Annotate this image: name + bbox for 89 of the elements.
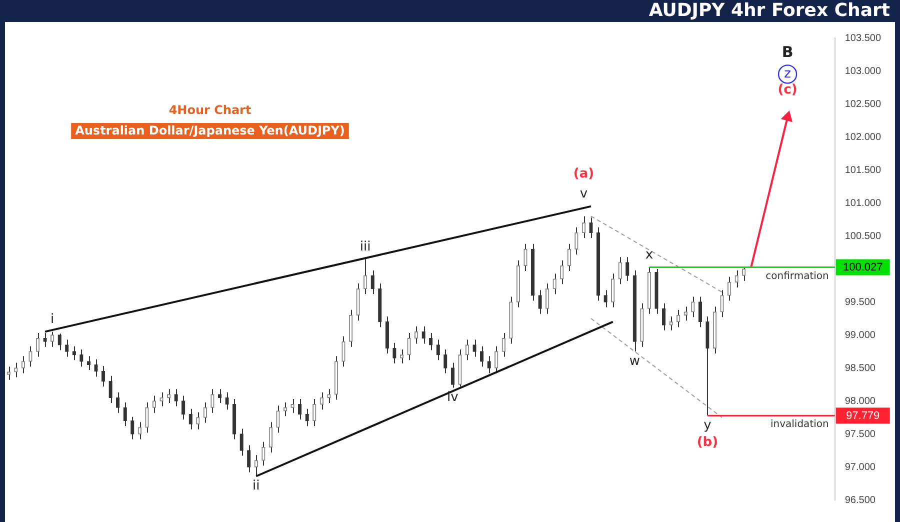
annotation: i bbox=[50, 312, 54, 328]
candlestick bbox=[268, 422, 273, 453]
candlestick bbox=[589, 217, 593, 238]
candlestick bbox=[196, 412, 200, 430]
y-tick-label: 101.000 bbox=[844, 198, 882, 209]
candlestick bbox=[36, 332, 40, 358]
candlestick bbox=[240, 428, 244, 456]
annotation: (a) bbox=[573, 166, 594, 182]
candlestick bbox=[574, 226, 578, 255]
annotation: B bbox=[782, 43, 794, 62]
candlestick bbox=[669, 316, 673, 331]
annotation: iv bbox=[447, 390, 459, 406]
candlestick bbox=[524, 243, 528, 272]
y-tick-label: 96.500 bbox=[844, 494, 876, 506]
y-tick-label: 102.000 bbox=[844, 132, 882, 143]
y-tick-label: 98.500 bbox=[844, 362, 876, 374]
chart-title: AUDJPY 4hr Forex Chart bbox=[648, 0, 891, 22]
candlestick bbox=[174, 388, 178, 407]
candlestick bbox=[626, 256, 630, 282]
text: 4Hour Chart bbox=[168, 103, 252, 118]
candlestick bbox=[545, 283, 550, 314]
candlestick bbox=[611, 273, 615, 308]
y-tick-label: 102.500 bbox=[844, 98, 882, 110]
candlestick bbox=[225, 392, 229, 410]
annotation: w bbox=[629, 354, 640, 369]
y-tick-label: 99.000 bbox=[844, 330, 876, 341]
candlestick bbox=[14, 362, 18, 378]
candlestick bbox=[472, 339, 476, 358]
candlestick bbox=[407, 332, 411, 361]
candlestick bbox=[130, 416, 134, 440]
candlestick bbox=[108, 375, 112, 404]
annotation: z bbox=[784, 66, 792, 82]
text: 97.779 bbox=[846, 410, 880, 422]
candlestick bbox=[684, 306, 688, 321]
candlestick bbox=[43, 332, 47, 348]
candlestick bbox=[290, 398, 294, 414]
candlestick bbox=[422, 326, 426, 344]
candlestick bbox=[487, 356, 491, 374]
annotation: (c) bbox=[778, 82, 798, 98]
candlestick bbox=[210, 388, 214, 414]
candlestick bbox=[276, 405, 280, 434]
candlestick bbox=[502, 332, 506, 358]
annotation: iii bbox=[360, 239, 371, 254]
candlestick bbox=[218, 388, 222, 404]
candlestick bbox=[72, 346, 76, 361]
candlestick bbox=[28, 346, 32, 368]
candlestick bbox=[65, 339, 69, 358]
candlestick bbox=[444, 349, 448, 374]
candlestick bbox=[342, 336, 346, 368]
candlestick bbox=[720, 290, 724, 318]
y-tick-label: 103.500 bbox=[844, 32, 882, 44]
y-tick-label: 97.000 bbox=[844, 462, 876, 473]
candlestick bbox=[604, 290, 608, 308]
y-tick-label: 100.500 bbox=[844, 230, 882, 242]
candlestick bbox=[247, 444, 251, 473]
annotation: y bbox=[704, 418, 712, 433]
ref-line-label: confirmation bbox=[766, 270, 829, 282]
y-tick-label: 103.000 bbox=[844, 66, 882, 77]
candlestick bbox=[50, 331, 54, 348]
candlestick bbox=[86, 356, 91, 370]
candlestick bbox=[160, 392, 164, 407]
y-tick-label: 97.500 bbox=[844, 428, 876, 440]
candlestick bbox=[182, 395, 186, 420]
y-tick-label: 101.500 bbox=[844, 164, 882, 176]
candlestick bbox=[450, 362, 455, 388]
candlestick bbox=[698, 296, 702, 328]
candlestick bbox=[400, 349, 404, 364]
candlestick bbox=[254, 454, 258, 477]
y-tick-label: 99.500 bbox=[844, 296, 876, 308]
candlestick bbox=[145, 402, 149, 434]
candlestick bbox=[166, 388, 171, 404]
candlestick bbox=[327, 388, 331, 404]
candlestick bbox=[21, 356, 26, 374]
candlestick bbox=[138, 422, 142, 440]
annotation: v bbox=[580, 186, 588, 202]
candlestick bbox=[742, 267, 746, 282]
y-tick-label: 98.000 bbox=[844, 396, 876, 407]
annotation: ii bbox=[252, 478, 260, 494]
candlestick bbox=[94, 358, 98, 378]
annotation: (b) bbox=[696, 434, 718, 450]
annotation: x bbox=[645, 247, 654, 262]
candlestick bbox=[538, 290, 542, 314]
text: 100.027 bbox=[842, 262, 883, 274]
candlestick bbox=[80, 349, 84, 368]
annotation: Australian Dollar/Japanese Yen(AUDJPY) bbox=[75, 124, 345, 138]
candlestick bbox=[152, 395, 156, 414]
ref-line-label: invalidation bbox=[770, 419, 829, 430]
candlestick bbox=[392, 342, 396, 364]
candlestick bbox=[494, 346, 498, 374]
